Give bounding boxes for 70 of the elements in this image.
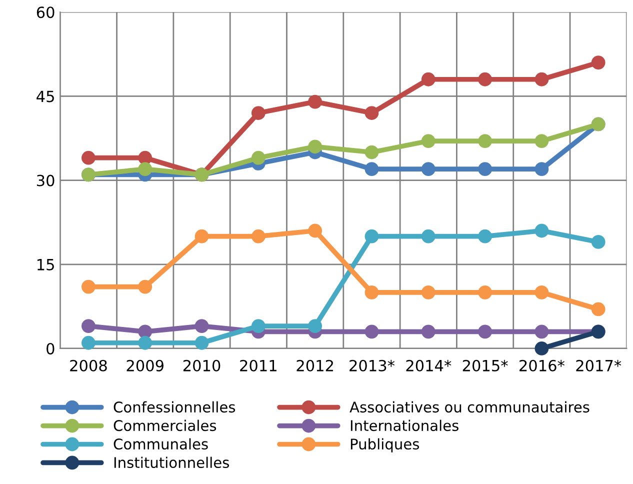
point — [534, 324, 549, 339]
point — [421, 229, 436, 244]
legend-label: Confessionnelles — [114, 401, 236, 413]
y-tick-label: 0 — [46, 342, 54, 354]
x-tick-label: 2012 — [296, 360, 333, 372]
x-tick-label: 2010 — [183, 360, 220, 372]
x-tick-label: 2016* — [520, 360, 564, 372]
y-tick-label: 45 — [36, 90, 54, 102]
point — [364, 324, 379, 339]
point — [421, 285, 436, 300]
point — [194, 336, 209, 350]
legend-label: Communales — [114, 438, 208, 450]
point — [138, 150, 152, 165]
y-tick-label: 15 — [38, 259, 54, 270]
legend-label: Internationales — [350, 420, 458, 432]
point — [478, 285, 492, 300]
point — [478, 162, 492, 176]
point — [138, 162, 152, 176]
point — [138, 324, 152, 339]
point — [534, 72, 549, 86]
point — [421, 162, 436, 176]
point — [534, 285, 549, 300]
point — [591, 235, 606, 249]
point — [251, 319, 266, 333]
legend-label: Institutionnelles — [114, 456, 229, 468]
y-tick-label: 30 — [37, 174, 54, 186]
point — [364, 145, 379, 160]
x-tick-label: 2011 — [240, 360, 276, 372]
x-tick-label: 2017* — [576, 360, 622, 372]
point — [308, 319, 322, 333]
point — [194, 319, 209, 333]
point — [364, 162, 379, 176]
point — [591, 56, 606, 70]
x-tick-label: 2009 — [126, 360, 164, 372]
point — [534, 224, 549, 238]
x-tick-label: 2008 — [70, 360, 107, 372]
point — [478, 229, 492, 244]
point — [82, 319, 96, 333]
legend-label: Associatives ou communautaires — [350, 401, 590, 413]
point — [308, 94, 322, 109]
point — [82, 280, 96, 294]
point — [82, 336, 96, 350]
legend-label: Publiques — [350, 438, 420, 452]
point — [82, 150, 96, 165]
y-tick-label: 60 — [36, 6, 54, 18]
point — [251, 106, 266, 120]
point — [534, 342, 549, 356]
point — [478, 134, 492, 148]
point — [478, 324, 492, 339]
point — [421, 72, 436, 86]
point — [421, 324, 436, 339]
point — [138, 336, 152, 350]
point — [308, 140, 322, 154]
point — [591, 302, 606, 316]
point — [534, 162, 549, 176]
point — [364, 106, 379, 120]
point — [308, 224, 322, 238]
legend-label: Commerciales — [114, 420, 216, 432]
x-tick-label: 2015* — [462, 360, 508, 372]
point — [364, 229, 379, 244]
x-tick-label: 2014* — [406, 360, 452, 372]
point — [421, 134, 436, 148]
x-tick-label: 2013* — [350, 360, 395, 372]
point — [478, 72, 492, 86]
point — [251, 229, 266, 244]
point — [194, 229, 209, 244]
point — [251, 150, 266, 165]
point — [364, 285, 379, 300]
point — [534, 134, 549, 148]
point — [138, 280, 152, 294]
